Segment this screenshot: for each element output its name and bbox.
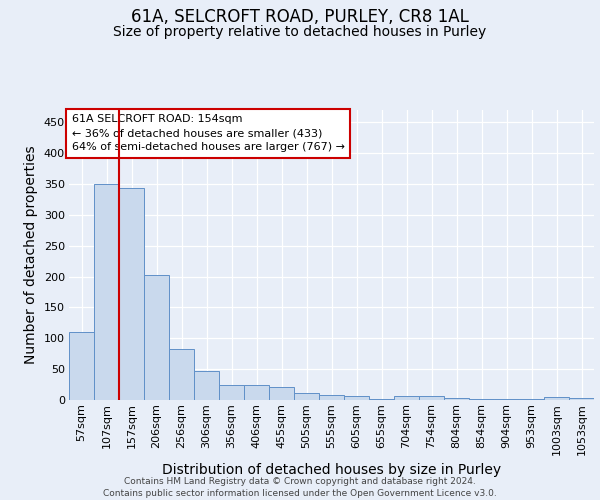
Bar bbox=[119, 188, 144, 400]
Bar bbox=[269, 387, 294, 400]
Bar bbox=[444, 398, 469, 400]
Bar bbox=[344, 396, 369, 400]
Bar bbox=[94, 184, 119, 400]
Bar bbox=[194, 371, 219, 400]
Bar bbox=[319, 395, 344, 400]
X-axis label: Distribution of detached houses by size in Purley: Distribution of detached houses by size … bbox=[162, 463, 501, 477]
Bar bbox=[394, 396, 419, 400]
Bar bbox=[294, 393, 319, 400]
Y-axis label: Number of detached properties: Number of detached properties bbox=[24, 146, 38, 364]
Bar bbox=[419, 396, 444, 400]
Text: Contains HM Land Registry data © Crown copyright and database right 2024.
Contai: Contains HM Land Registry data © Crown c… bbox=[103, 476, 497, 498]
Bar bbox=[169, 349, 194, 400]
Text: Size of property relative to detached houses in Purley: Size of property relative to detached ho… bbox=[113, 25, 487, 39]
Bar bbox=[544, 397, 569, 400]
Bar bbox=[369, 399, 394, 400]
Text: 61A, SELCROFT ROAD, PURLEY, CR8 1AL: 61A, SELCROFT ROAD, PURLEY, CR8 1AL bbox=[131, 8, 469, 26]
Bar bbox=[219, 384, 244, 400]
Bar bbox=[244, 385, 269, 400]
Text: 61A SELCROFT ROAD: 154sqm
← 36% of detached houses are smaller (433)
64% of semi: 61A SELCROFT ROAD: 154sqm ← 36% of detac… bbox=[71, 114, 344, 152]
Bar bbox=[569, 398, 594, 400]
Bar bbox=[69, 332, 94, 400]
Bar bbox=[144, 274, 169, 400]
